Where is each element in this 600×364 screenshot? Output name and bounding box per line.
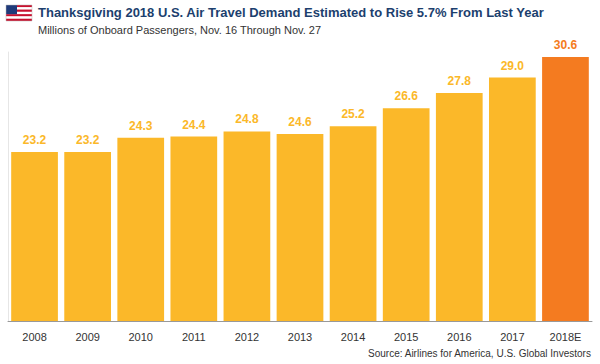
svg-text:Millions of Onboard Passengers: Millions of Onboard Passengers, Nov. 16 … bbox=[38, 24, 321, 36]
svg-text:23.2: 23.2 bbox=[76, 133, 100, 147]
svg-text:2017: 2017 bbox=[500, 331, 524, 343]
svg-text:2011: 2011 bbox=[182, 331, 206, 343]
svg-text:2015: 2015 bbox=[394, 331, 418, 343]
svg-text:24.4: 24.4 bbox=[182, 118, 206, 132]
svg-text:2010: 2010 bbox=[128, 331, 152, 343]
svg-text:Source: Airlines for America,: Source: Airlines for America, U.S. Globa… bbox=[368, 348, 591, 359]
svg-text:27.8: 27.8 bbox=[448, 74, 472, 88]
svg-text:2008: 2008 bbox=[22, 331, 46, 343]
svg-text:2014: 2014 bbox=[341, 331, 365, 343]
svg-text:Thanksgiving 2018 U.S. Air Tra: Thanksgiving 2018 U.S. Air Travel Demand… bbox=[38, 5, 544, 20]
svg-text:2012: 2012 bbox=[235, 331, 259, 343]
svg-text:2016: 2016 bbox=[447, 331, 471, 343]
svg-text:2013: 2013 bbox=[288, 331, 312, 343]
svg-text:26.6: 26.6 bbox=[395, 89, 419, 103]
svg-text:29.0: 29.0 bbox=[501, 59, 525, 73]
svg-text:2009: 2009 bbox=[75, 331, 99, 343]
svg-text:2018E: 2018E bbox=[550, 331, 582, 343]
svg-text:24.3: 24.3 bbox=[129, 119, 153, 133]
svg-text:25.2: 25.2 bbox=[341, 107, 365, 121]
svg-text:23.2: 23.2 bbox=[23, 133, 47, 147]
svg-text:24.8: 24.8 bbox=[235, 112, 259, 126]
svg-text:30.6: 30.6 bbox=[554, 38, 578, 52]
svg-text:24.6: 24.6 bbox=[288, 115, 312, 129]
